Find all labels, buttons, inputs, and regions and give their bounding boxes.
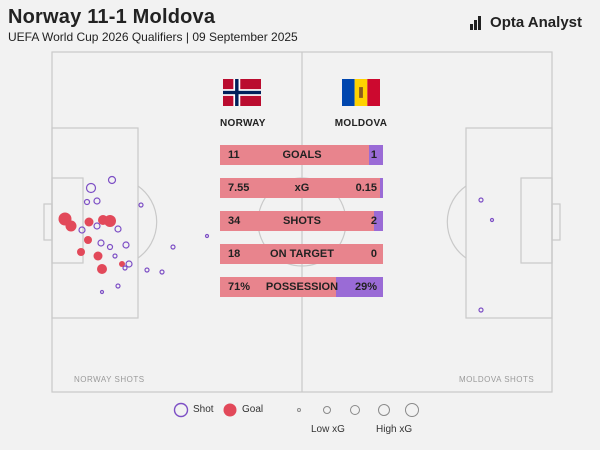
home-shots (58, 175, 210, 295)
home-pitch-label: NORWAY SHOTS (74, 375, 145, 384)
away-shot-marker (478, 307, 484, 313)
home-goal-marker (65, 220, 77, 232)
home-shot-marker (97, 239, 105, 247)
away-shot-marker (489, 217, 495, 223)
stat-label: ON TARGET (270, 248, 334, 260)
away-stat-bar (336, 277, 383, 297)
brand-name: Opta Analyst (490, 14, 582, 31)
home-stat-value: 18 (228, 248, 241, 260)
home-shot-marker (83, 198, 91, 206)
pitch (43, 51, 561, 393)
away-team-name: MOLDOVA (334, 118, 388, 129)
opta-mark-icon (470, 15, 482, 30)
norway-flag-icon (223, 79, 261, 106)
home-shot-marker (122, 265, 128, 271)
away-stat-value: 29% (354, 281, 377, 293)
away-shots (478, 197, 495, 313)
away-penalty-box (465, 127, 553, 319)
home-shot-marker (99, 289, 105, 295)
home-team-name: NORWAY (220, 118, 266, 129)
home-goal-marker (84, 217, 94, 227)
page-subtitle: UEFA World Cup 2026 Qualifiers | 09 Sept… (8, 30, 298, 44)
home-stat-value: 34 (228, 215, 241, 227)
legend-size-1 (297, 408, 301, 412)
home-shot-marker (125, 260, 133, 268)
home-penalty-arc (137, 185, 158, 259)
home-shot-marker (93, 197, 101, 205)
home-shot-marker (78, 226, 86, 234)
home-shot-marker (115, 283, 121, 289)
legend-size-4 (378, 404, 390, 416)
home-stat-bar (220, 178, 380, 198)
home-stat-value: 7.55 (228, 182, 250, 194)
away-six-yard-box (520, 177, 553, 264)
away-shot-marker (478, 197, 484, 203)
norway-flag (223, 79, 261, 106)
legend-goal-marker (223, 403, 237, 417)
moldova-flag (342, 79, 380, 106)
away-stat-value: 0 (370, 248, 377, 260)
moldova-flag-icon (342, 79, 380, 106)
away-pitch-label: MOLDOVA SHOTS (459, 375, 535, 384)
away-stat-bar (369, 145, 383, 165)
home-goal-marker (119, 261, 125, 267)
away-stat-value: 0.15 (355, 182, 377, 194)
home-shot-marker (204, 233, 210, 239)
away-stat-value: 1 (370, 149, 377, 161)
home-goal-marker (97, 264, 107, 274)
home-shot-marker (106, 243, 114, 251)
legend-goal-label: Goal (242, 404, 264, 415)
away-stat-bar (380, 178, 383, 198)
home-shot-marker (170, 244, 176, 250)
home-stat-bar (220, 211, 374, 231)
home-stat-bar (220, 277, 336, 297)
legend-shot-label: Shot (193, 404, 214, 415)
away-stat-value: 2 (370, 215, 377, 227)
legend-high-xg-label: High xG (376, 424, 413, 435)
legend-shapes (173, 402, 419, 418)
home-goal-marker (93, 251, 103, 261)
home-shot-marker (144, 267, 150, 273)
stat-label: SHOTS (283, 215, 321, 227)
home-shot-marker (159, 269, 165, 275)
stat-label: GOALS (282, 149, 322, 161)
home-goal-marker (104, 215, 116, 227)
home-shot-marker (138, 202, 144, 208)
home-shot-marker (93, 222, 101, 230)
home-stat-value: 11 (228, 149, 240, 161)
home-stat-value: 71% (228, 281, 251, 293)
home-shot-marker (107, 175, 117, 185)
legend-shot-marker (173, 402, 189, 418)
legend-low-xg-label: Low xG (311, 424, 345, 435)
away-penalty-arc (446, 185, 467, 259)
home-stat-bar (220, 244, 383, 264)
stat-label: xG (294, 182, 310, 194)
stat-label: POSSESSION (265, 281, 339, 293)
legend-size-2 (323, 406, 331, 414)
away-goal (551, 203, 561, 241)
home-shot-marker (122, 241, 130, 249)
page-title: Norway 11-1 Moldova (8, 6, 216, 28)
home-goal-marker (77, 248, 85, 256)
home-shot-marker (85, 182, 97, 194)
legend-size-3 (350, 405, 360, 415)
home-goal (43, 203, 53, 241)
stat-bars (220, 145, 383, 297)
home-stat-bar (220, 145, 369, 165)
home-shot-marker (112, 253, 118, 259)
brand-logo: Opta Analyst (470, 14, 582, 31)
home-shot-marker (114, 225, 122, 233)
away-stat-bar (374, 211, 383, 231)
legend-size-5 (405, 403, 419, 417)
home-goal-marker (84, 236, 92, 244)
